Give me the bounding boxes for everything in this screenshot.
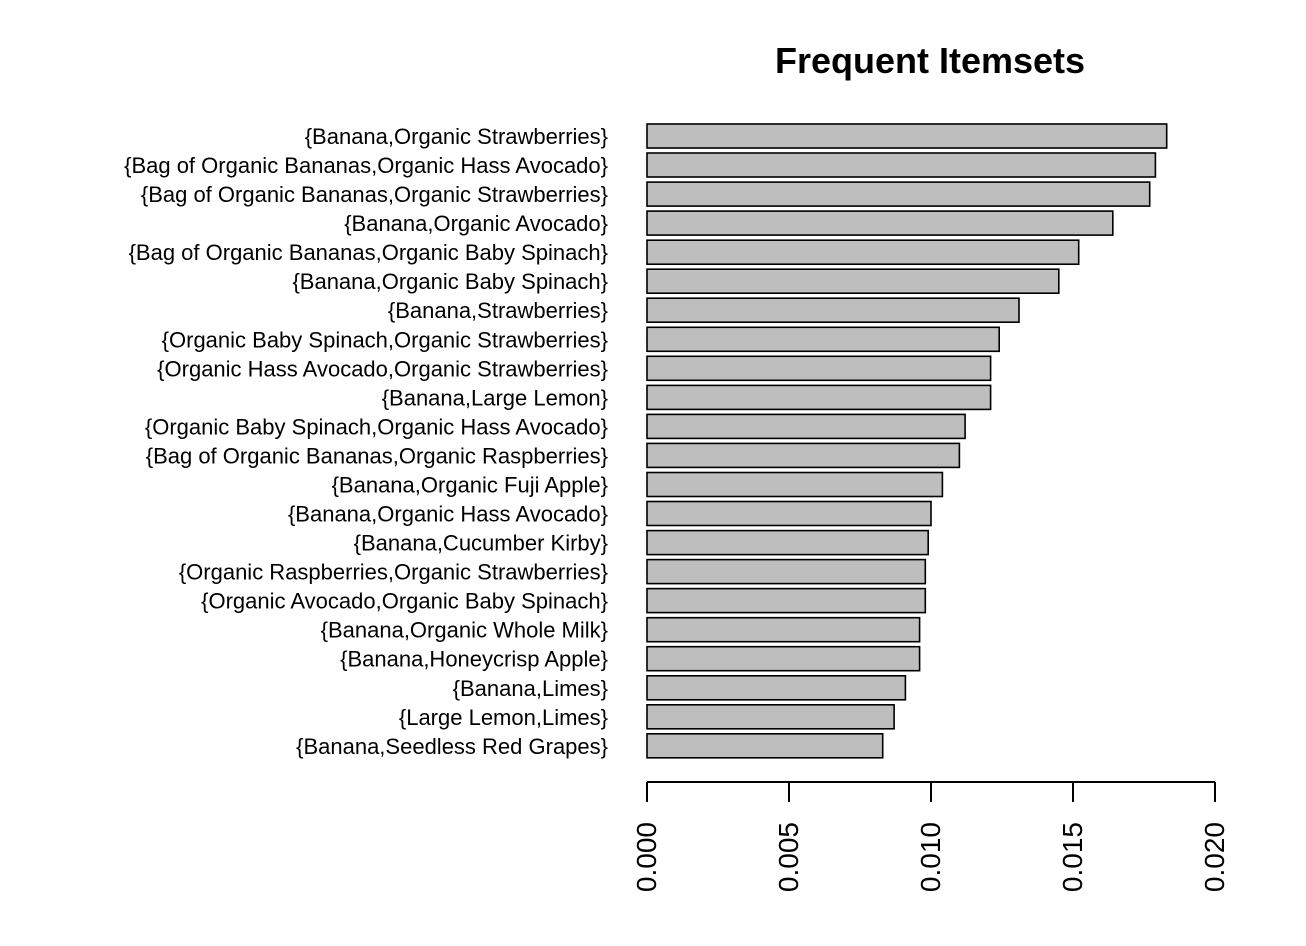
category-label: {Banana,Honeycrisp Apple} xyxy=(340,647,608,672)
category-label: {Organic Baby Spinach,Organic Strawberri… xyxy=(162,327,608,352)
bar xyxy=(646,152,1157,178)
category-label: {Banana,Organic Fuji Apple} xyxy=(332,473,608,498)
category-label: {Organic Raspberries,Organic Strawberrie… xyxy=(179,560,608,585)
bar xyxy=(646,471,944,498)
bar xyxy=(646,616,921,643)
bar xyxy=(646,732,884,759)
x-tick-label: 0.010 xyxy=(915,822,946,892)
category-label: {Banana,Limes} xyxy=(453,676,608,701)
category-label: {Organic Hass Avocado,Organic Strawberri… xyxy=(157,356,608,381)
x-tick-label: 0.000 xyxy=(631,822,662,892)
bar xyxy=(646,645,921,672)
category-label: {Organic Avocado,Organic Baby Spinach} xyxy=(201,589,608,614)
category-label: {Bag of Organic Bananas,Organic Strawber… xyxy=(141,182,608,207)
bars-group xyxy=(646,123,1168,759)
x-tick-label: 0.015 xyxy=(1057,822,1088,892)
category-label: {Banana,Seedless Red Grapes} xyxy=(296,734,608,759)
bar xyxy=(646,355,992,382)
category-label: {Banana,Cucumber Kirby} xyxy=(354,531,608,556)
bar xyxy=(646,326,1001,353)
category-label: {Banana,Organic Whole Milk} xyxy=(321,618,608,643)
bar xyxy=(646,558,927,585)
bar xyxy=(646,500,932,527)
category-label: {Bag of Organic Bananas,Organic Raspberr… xyxy=(146,443,608,468)
bar xyxy=(646,268,1060,295)
category-label: {Organic Baby Spinach,Organic Hass Avoca… xyxy=(145,414,608,439)
bar xyxy=(646,297,1020,324)
category-label: {Banana,Strawberries} xyxy=(388,298,608,323)
category-labels: {Banana,Organic Strawberries} {Bag of Org… xyxy=(124,124,608,759)
bar xyxy=(646,703,895,730)
bar xyxy=(646,210,1114,236)
category-label: {Banana,Organic Hass Avocado} xyxy=(288,502,608,527)
x-tick-label: 0.020 xyxy=(1199,822,1230,892)
x-axis: 0.000 0.005 0.010 0.015 0.020 xyxy=(631,781,1230,892)
bar xyxy=(646,413,966,440)
category-label: {Banana,Large Lemon} xyxy=(382,385,608,410)
category-label: {Banana,Organic Strawberries} xyxy=(305,124,608,149)
category-label: {Banana,Organic Baby Spinach} xyxy=(292,269,608,294)
category-label: {Bag of Organic Bananas,Organic Hass Avo… xyxy=(124,153,608,178)
category-label: {Bag of Organic Bananas,Organic Baby Spi… xyxy=(129,240,608,265)
bar xyxy=(646,442,961,469)
bar xyxy=(646,587,927,614)
category-label: {Banana,Organic Avocado} xyxy=(344,211,608,236)
bar xyxy=(646,529,930,556)
bar xyxy=(646,384,992,411)
bar xyxy=(646,181,1151,207)
bar xyxy=(646,239,1080,265)
x-tick-label: 0.005 xyxy=(773,822,804,892)
bar xyxy=(646,674,907,701)
bar xyxy=(646,123,1168,149)
category-label: {Large Lemon,Limes} xyxy=(399,705,608,730)
chart-title: Frequent Itemsets xyxy=(775,40,1085,81)
